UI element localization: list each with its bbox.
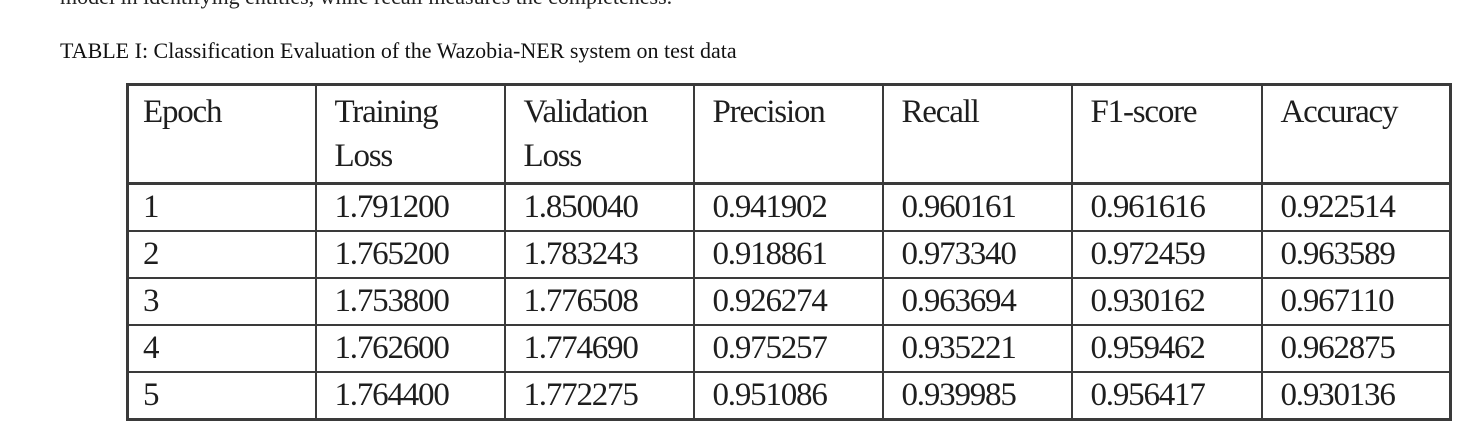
table-header: Epoch Training Loss Validation Loss Precis…: [126, 83, 1452, 185]
cell-accuracy: 0.930136: [1260, 371, 1452, 421]
results-table: Epoch Training Loss Validation Loss Precis…: [126, 83, 1452, 421]
header-precision: Precision: [692, 83, 884, 185]
cell-validation-loss: 1.772275: [503, 371, 695, 421]
header-validation-loss-line1: Validation: [523, 94, 649, 130]
table-body: 1 1.791200 1.850040 0.941902 0.960161 0.…: [126, 182, 1452, 421]
cell-f1-score: 0.930162: [1070, 277, 1263, 326]
cell-epoch: 1: [126, 182, 317, 232]
cell-epoch: 5: [126, 371, 317, 421]
cell-validation-loss: 1.774690: [503, 324, 695, 373]
cell-recall: 0.935221: [881, 324, 1073, 373]
cell-accuracy: 0.963589: [1260, 230, 1452, 279]
cell-precision: 0.975257: [692, 324, 884, 373]
header-training-loss: Training Loss: [314, 83, 506, 185]
cell-f1-score: 0.961616: [1070, 182, 1263, 232]
table-row: 5 1.764400 1.772275 0.951086 0.939985 0.…: [126, 371, 1452, 421]
cell-precision: 0.951086: [692, 371, 884, 421]
cell-training-loss: 1.753800: [314, 277, 506, 326]
table-row: 2 1.765200 1.783243 0.918861 0.973340 0.…: [126, 230, 1452, 279]
header-training-loss-line2: Loss: [334, 138, 394, 174]
cell-accuracy: 0.962875: [1260, 324, 1452, 373]
table-row: 1 1.791200 1.850040 0.941902 0.960161 0.…: [126, 182, 1452, 232]
header-training-loss-line1: Training: [334, 94, 439, 130]
header-validation-loss: Validation Loss: [503, 83, 695, 185]
cell-training-loss: 1.764400: [314, 371, 506, 421]
cell-precision: 0.918861: [692, 230, 884, 279]
cell-precision: 0.926274: [692, 277, 884, 326]
table-row: 3 1.753800 1.776508 0.926274 0.963694 0.…: [126, 277, 1452, 326]
header-epoch-text: Epoch: [143, 94, 223, 130]
cell-training-loss: 1.765200: [314, 230, 506, 279]
cell-validation-loss: 1.776508: [503, 277, 695, 326]
cell-accuracy: 0.967110: [1260, 277, 1452, 326]
cell-epoch: 3: [126, 277, 317, 326]
header-recall-text: Recall: [901, 94, 980, 130]
header-accuracy: Accuracy: [1260, 83, 1452, 185]
header-validation-loss-line2: Loss: [523, 138, 583, 174]
cell-accuracy: 0.922514: [1260, 182, 1452, 232]
header-precision-text: Precision: [712, 94, 826, 130]
table-caption: TABLE I: Classification Evaluation of th…: [60, 38, 737, 63]
cell-recall: 0.963694: [881, 277, 1073, 326]
table-row: 4 1.762600 1.774690 0.975257 0.935221 0.…: [126, 324, 1452, 373]
preceding-paragraph-line: model in identifying entities, while rec…: [60, 0, 672, 8]
header-accuracy-text: Accuracy: [1280, 94, 1399, 130]
cell-training-loss: 1.791200: [314, 182, 506, 232]
header-recall: Recall: [881, 83, 1073, 185]
cell-recall: 0.960161: [881, 182, 1073, 232]
header-epoch: Epoch: [126, 83, 317, 185]
cell-epoch: 2: [126, 230, 317, 279]
cell-training-loss: 1.762600: [314, 324, 506, 373]
cell-epoch: 4: [126, 324, 317, 373]
cell-recall: 0.973340: [881, 230, 1073, 279]
cell-recall: 0.939985: [881, 371, 1073, 421]
header-row: Epoch Training Loss Validation Loss Precis…: [126, 83, 1452, 185]
cell-precision: 0.941902: [692, 182, 884, 232]
cell-validation-loss: 1.783243: [503, 230, 695, 279]
cell-f1-score: 0.972459: [1070, 230, 1263, 279]
cell-f1-score: 0.956417: [1070, 371, 1263, 421]
cell-validation-loss: 1.850040: [503, 182, 695, 232]
header-f1-score: F1-score: [1070, 83, 1263, 185]
cell-f1-score: 0.959462: [1070, 324, 1263, 373]
header-f1-score-text: F1-score: [1090, 94, 1198, 130]
